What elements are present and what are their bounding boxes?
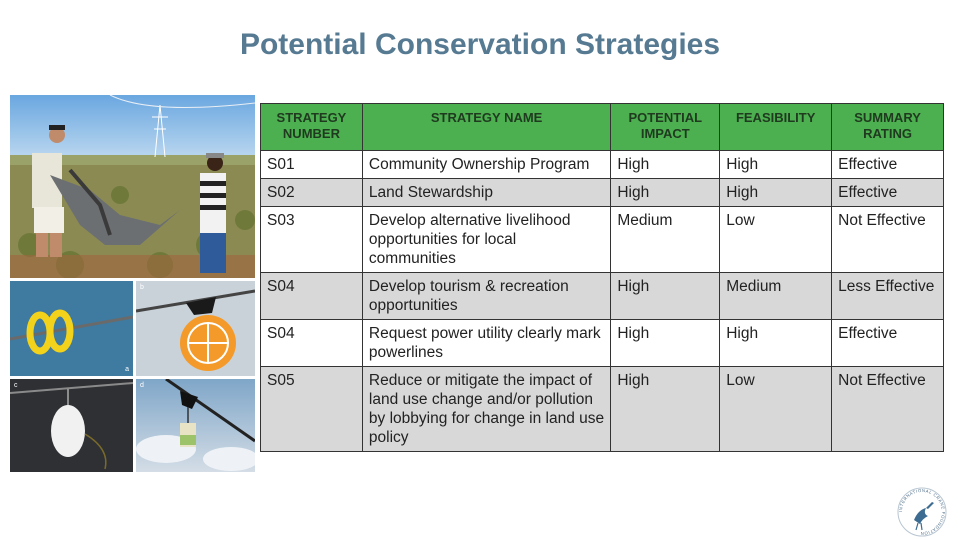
cell-impact: High [610,150,721,179]
cell-impact: High [610,366,721,452]
table-row: S05 Reduce or mitigate the impact of lan… [260,366,944,452]
cell-rating: Not Effective [831,366,944,452]
cell-feasibility: High [719,319,833,367]
cell-name: Reduce or mitigate the impact of land us… [361,366,612,452]
cell-feasibility: Low [719,366,833,452]
cell-number: S04 [260,319,363,367]
cell-feasibility: Low [719,206,833,273]
photo-collage: a b c [10,95,255,472]
cell-feasibility: High [719,150,833,179]
table-header-row: STRATEGY NUMBER STRATEGY NAME POTENTIAL … [260,103,944,151]
crane-field-photo [10,95,255,278]
cell-impact: High [610,319,721,367]
photo-label-a: a [125,366,129,373]
photo-label-c: c [14,382,18,389]
header-potential-impact: POTENTIAL IMPACT [610,103,721,151]
cell-name: Develop alternative livelihood opportuni… [361,206,612,273]
yellow-spiral-diverter-photo: a [10,281,133,376]
orange-disc-diverter-photo: b [136,281,255,376]
cell-rating: Less Effective [831,272,944,320]
header-summary-rating: SUMMARY RATING [831,103,944,151]
table-row: S02 Land Stewardship High High Effective [260,178,944,207]
cell-name: Community Ownership Program [361,150,612,179]
cell-feasibility: Medium [719,272,833,320]
cell-rating: Effective [831,178,944,207]
cell-name: Request power utility clearly mark power… [361,319,612,367]
table-row: S03 Develop alternative livelihood oppor… [260,206,944,273]
strategy-table: STRATEGY NUMBER STRATEGY NAME POTENTIAL … [260,103,944,452]
cell-impact: Medium [610,206,721,273]
cell-number: S03 [260,206,363,273]
cell-name: Land Stewardship [361,178,612,207]
photo-label-d: d [140,382,144,389]
table-row: S01 Community Ownership Program High Hig… [260,150,944,179]
cell-rating: Not Effective [831,206,944,273]
cell-impact: High [610,178,721,207]
white-spinner-diverter-photo: c [10,379,133,472]
header-strategy-number: STRATEGY NUMBER [260,103,363,151]
cell-rating: Effective [831,150,944,179]
cell-impact: High [610,272,721,320]
cell-name: Develop tourism & recreation opportuniti… [361,272,612,320]
cell-rating: Effective [831,319,944,367]
cell-number: S05 [260,366,363,452]
cell-number: S02 [260,178,363,207]
table-row: S04 Request power utility clearly mark p… [260,319,944,367]
photo-label-b: b [140,284,144,291]
hanging-tag-diverter-photo: d [136,379,255,472]
header-feasibility: FEASIBILITY [719,103,833,151]
crane-foundation-logo: INTERNATIONAL CRANE FOUNDATION [896,486,948,538]
header-strategy-name: STRATEGY NAME [361,103,612,151]
slide-title: Potential Conservation Strategies [239,28,721,61]
crane-icon [914,502,934,531]
table-row: S04 Develop tourism & recreation opportu… [260,272,944,320]
cell-number: S01 [260,150,363,179]
cell-feasibility: High [719,178,833,207]
cell-number: S04 [260,272,363,320]
